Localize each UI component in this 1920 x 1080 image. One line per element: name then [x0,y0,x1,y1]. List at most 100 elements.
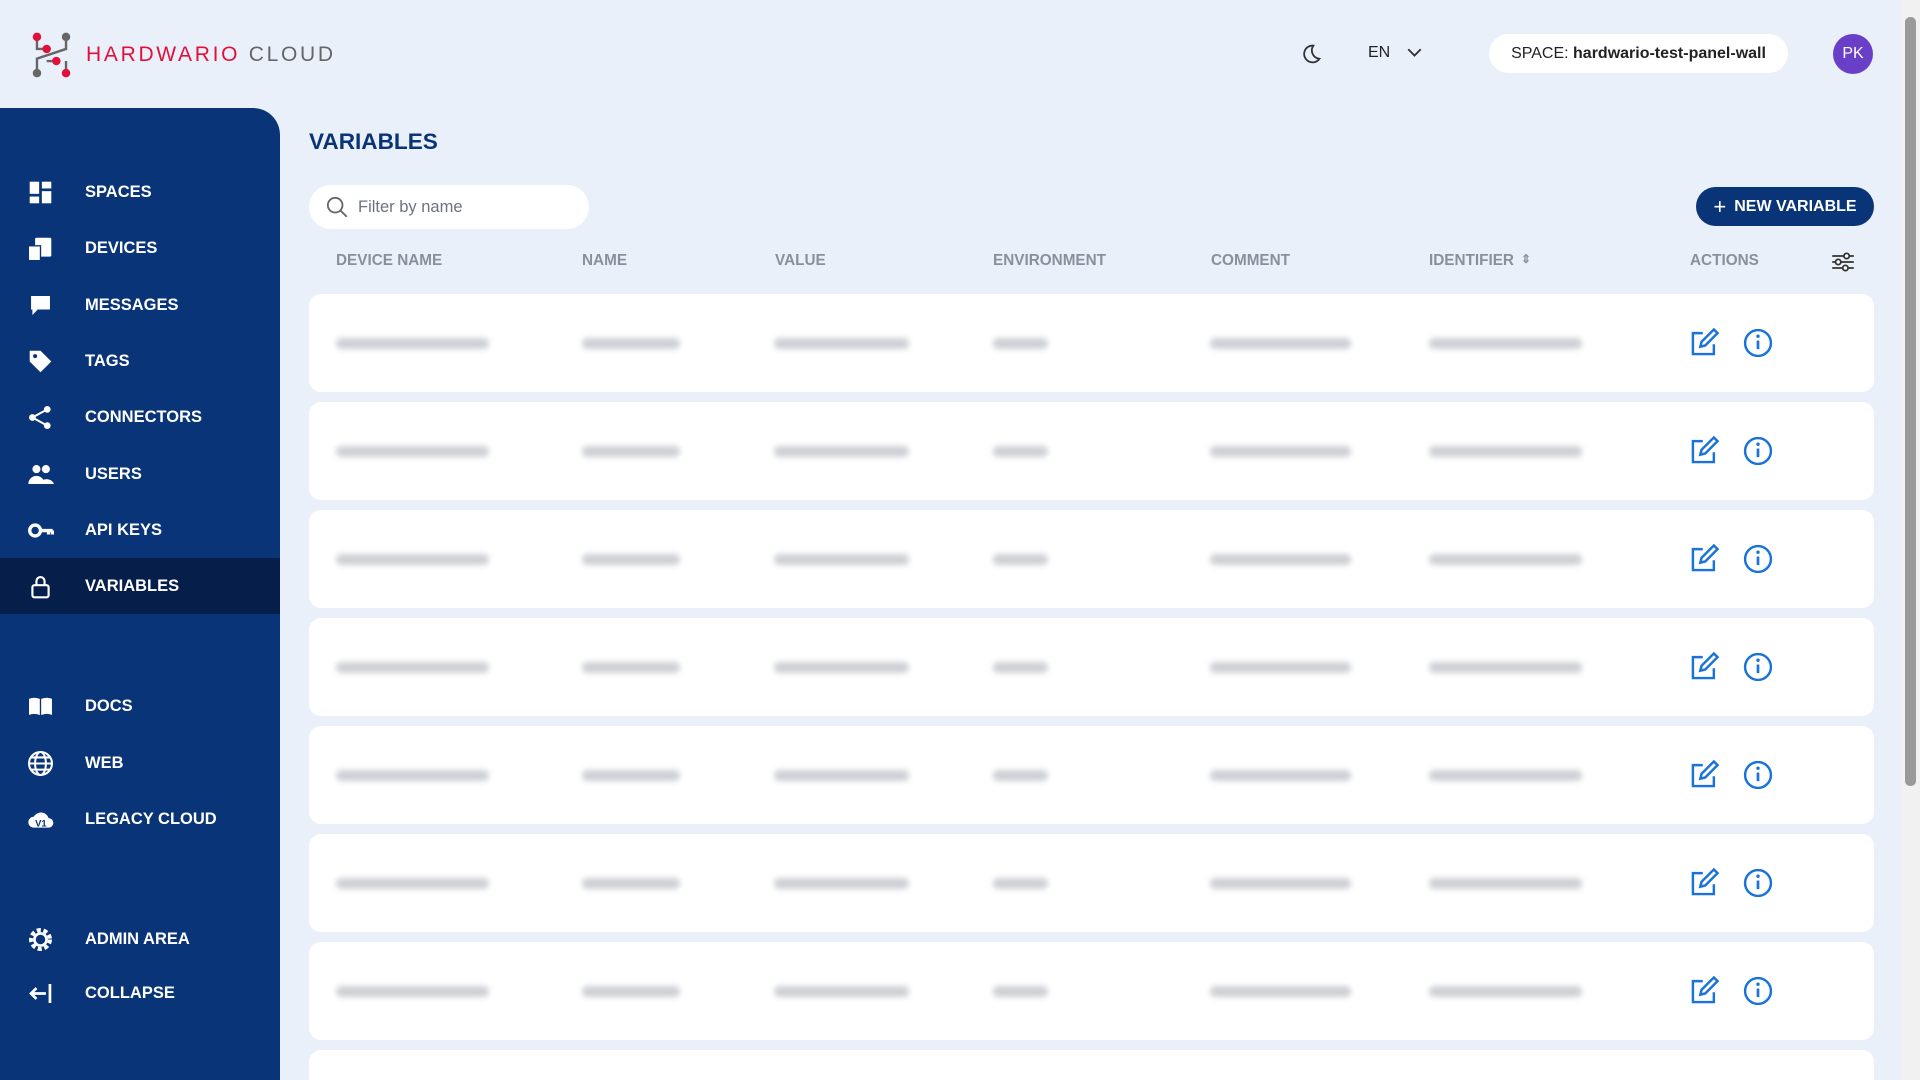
sidebar-item-label: COLLAPSE [85,983,175,1002]
table-row[interactable] [309,726,1874,824]
collapse-icon [27,980,54,1007]
sidebar-item-docs[interactable]: DOCS [0,678,280,734]
info-button[interactable] [1742,975,1774,1007]
sidebar-item-web[interactable]: WEB [0,735,280,791]
book-icon [27,693,54,720]
redacted-cell [993,986,1048,997]
dashboard-icon [27,179,54,206]
sidebar-item-messages[interactable]: MESSAGES [0,277,280,333]
chevron-down-icon [1407,48,1422,57]
redacted-cell [993,446,1048,457]
sidebar-item-tags[interactable]: TAGS [0,333,280,389]
info-icon [1743,760,1773,790]
info-button[interactable] [1742,651,1774,683]
info-icon [1743,976,1773,1006]
info-button[interactable] [1742,543,1774,575]
table-row[interactable] [309,510,1874,608]
tags-icon [27,348,54,375]
redacted-cell [582,986,680,997]
moon-icon [1303,44,1322,64]
sidebar-item-variables[interactable]: VARIABLES [0,558,280,614]
redacted-cell [774,338,909,349]
table-row[interactable] [309,618,1874,716]
space-selector[interactable]: SPACE: hardwario-test-panel-wall [1489,34,1788,73]
redacted-cell [1429,878,1582,889]
redacted-cell [1429,338,1582,349]
hardwario-logo-icon [32,32,71,78]
redacted-cell [1210,770,1351,781]
redacted-cell [993,770,1048,781]
redacted-cell [336,338,489,349]
dark-mode-toggle[interactable] [1299,42,1323,71]
sidebar-item-label: DOCS [85,696,133,715]
sidebar-item-collapse[interactable]: COLLAPSE [0,965,280,1021]
redacted-cell [1210,554,1351,565]
search-input[interactable]: Filter by name [309,185,589,229]
column-value[interactable]: VALUE [775,252,826,269]
space-label: SPACE: [1511,44,1569,62]
sidebar-item-label: VARIABLES [85,576,180,595]
info-icon [1743,868,1773,898]
column-environment[interactable]: ENVIRONMENT [993,252,1107,269]
column-actions: ACTIONS [1690,252,1759,269]
redacted-cell [1429,554,1582,565]
scrollbar-thumb[interactable] [1905,17,1916,786]
sidebar-item-api-keys[interactable]: API KEYS [0,502,280,558]
column-name[interactable]: NAME [582,252,628,269]
redacted-cell [1210,446,1351,457]
avatar[interactable]: PK [1833,34,1873,74]
language-select[interactable]: EN [1368,44,1422,62]
redacted-cell [336,878,489,889]
edit-button[interactable] [1688,867,1720,899]
redacted-cell [1210,986,1351,997]
table-row[interactable] [309,942,1874,1040]
edit-button[interactable] [1688,651,1720,683]
sidebar-item-label: MESSAGES [85,295,179,314]
brand-suffix: CLOUD [248,43,336,66]
redacted-cell [1210,662,1351,673]
info-button[interactable] [1742,759,1774,791]
page-title: VARIABLES [309,129,438,154]
redacted-cell [582,878,680,889]
sidebar-item-legacy-cloud[interactable]: V1 LEGACY CLOUD [0,791,280,847]
column-identifier[interactable]: IDENTIFIER [1429,252,1514,269]
redacted-cell [582,662,680,673]
info-button[interactable] [1742,327,1774,359]
table-row[interactable] [309,294,1874,392]
info-button[interactable] [1742,435,1774,467]
column-device-name[interactable]: DEVICE NAME [336,252,443,269]
redacted-cell [582,770,680,781]
column-comment[interactable]: COMMENT [1211,252,1291,269]
redacted-cell [993,554,1048,565]
svg-text:V1: V1 [35,818,47,829]
table-row[interactable] [309,834,1874,932]
edit-button[interactable] [1688,543,1720,575]
column-settings-button[interactable] [1831,251,1855,278]
info-icon [1743,544,1773,574]
table-row[interactable] [309,402,1874,500]
sidebar-item-devices[interactable]: DEVICES [0,220,280,276]
sort-icon[interactable]: ⇕ [1521,252,1532,266]
info-button[interactable] [1742,867,1774,899]
edit-button[interactable] [1688,435,1720,467]
new-variable-button[interactable]: + NEW VARIABLE [1696,187,1874,226]
logo[interactable]: HARDWARIO CLOUD [32,32,336,78]
sidebar-item-label: CONNECTORS [85,407,203,426]
sidebar-item-connectors[interactable]: CONNECTORS [0,389,280,445]
edit-icon [1691,759,1720,788]
sidebar-item-spaces[interactable]: SPACES [0,164,280,220]
edit-icon [1691,651,1720,680]
language-value: EN [1368,44,1391,61]
globe-icon [27,750,54,777]
plus-icon: + [1713,193,1727,219]
edit-button[interactable] [1688,759,1720,791]
redacted-cell [993,878,1048,889]
edit-button[interactable] [1688,975,1720,1007]
redacted-cell [774,770,909,781]
sliders-icon [1832,252,1854,272]
sidebar-item-admin-area[interactable]: ADMIN AREA [0,911,280,967]
sidebar-item-users[interactable]: USERS [0,446,280,502]
gear-icon [27,926,54,953]
edit-button[interactable] [1688,327,1720,359]
table-row[interactable] [309,1050,1874,1080]
